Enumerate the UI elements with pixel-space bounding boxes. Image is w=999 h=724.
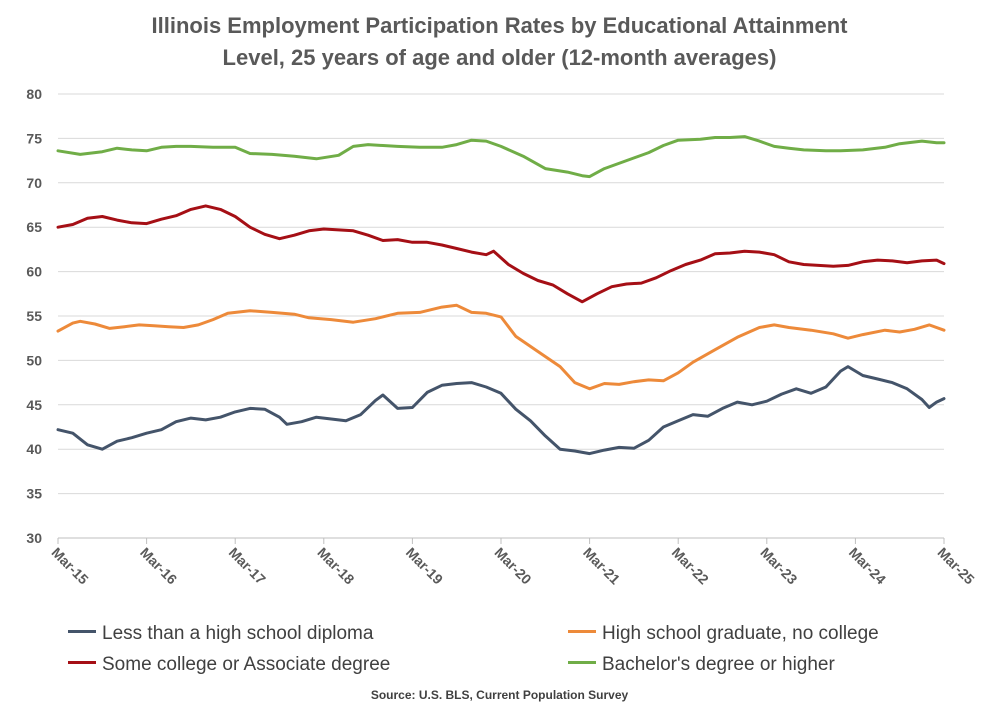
gridlines	[58, 93, 944, 495]
series-line-2	[56, 204, 946, 304]
x-tick-label: Mar-21	[580, 544, 623, 587]
legend-item-high-school-graduate: High school graduate, no college	[568, 620, 879, 648]
x-tick-label: Mar-16	[137, 544, 180, 587]
y-tick-label: 50	[26, 352, 42, 368]
legend-label-less-than-high-school: Less than a high school diploma	[102, 623, 374, 644]
x-tick-label: Mar-22	[669, 544, 712, 587]
y-tick-label: 30	[26, 530, 42, 546]
y-tick-label: 70	[26, 175, 42, 191]
x-tick-label: Mar-25	[935, 544, 978, 587]
y-tick-label: 55	[26, 308, 42, 324]
legend-item-bachelors: Bachelor's degree or higher	[568, 651, 835, 679]
legend-item-some-college: Some college or Associate degree	[68, 651, 390, 679]
series-line-0	[56, 365, 946, 456]
x-tick-label: Mar-17	[226, 544, 269, 587]
x-tick-label: Mar-18	[314, 544, 357, 587]
x-tick-label: Mar-15	[49, 544, 92, 587]
legend-label-bachelors: Bachelor's degree or higher	[602, 654, 835, 675]
y-tick-label: 75	[26, 130, 42, 146]
legend-swatch-less-than-high-school	[68, 630, 96, 634]
y-tick-label: 40	[26, 441, 42, 457]
y-tick-label: 45	[26, 397, 42, 413]
series-line-3	[56, 135, 946, 179]
y-tick-label: 35	[26, 486, 42, 502]
x-tick-label: Mar-19	[403, 544, 446, 587]
y-tick-label: 65	[26, 219, 42, 235]
x-tick-label: Mar-23	[757, 544, 800, 587]
x-tick-label: Mar-24	[846, 544, 889, 587]
series-lines	[56, 135, 946, 456]
legend-swatch-high-school-graduate	[568, 630, 596, 634]
y-tick-label: 60	[26, 264, 42, 280]
chart-title-line-1: Illinois Employment Participation Rates …	[151, 13, 848, 38]
x-axis: Mar-15 Mar-16 Mar-17 Mar-18 Mar-19 Mar-20 Mar-…	[49, 537, 978, 588]
legend-label-some-college: Some college or Associate degree	[102, 654, 391, 675]
legend-swatch-bachelors	[568, 661, 596, 665]
series-line-1	[56, 303, 946, 391]
chart-title-line-2: Level, 25 years of age and older (12-mon…	[222, 45, 777, 70]
legend-swatch-some-college	[68, 661, 96, 665]
x-tick-label: Mar-20	[492, 544, 535, 587]
y-axis: 30 35 40 45 50 55 60 65 70 75 80	[26, 86, 42, 546]
y-tick-label: 80	[26, 86, 42, 102]
legend-item-less-than-high-school: Less than a high school diploma	[68, 620, 373, 648]
legend-label-high-school-graduate: High school graduate, no college	[602, 623, 879, 644]
source-note: Source: U.S. BLS, Current Population Sur…	[370, 688, 629, 702]
